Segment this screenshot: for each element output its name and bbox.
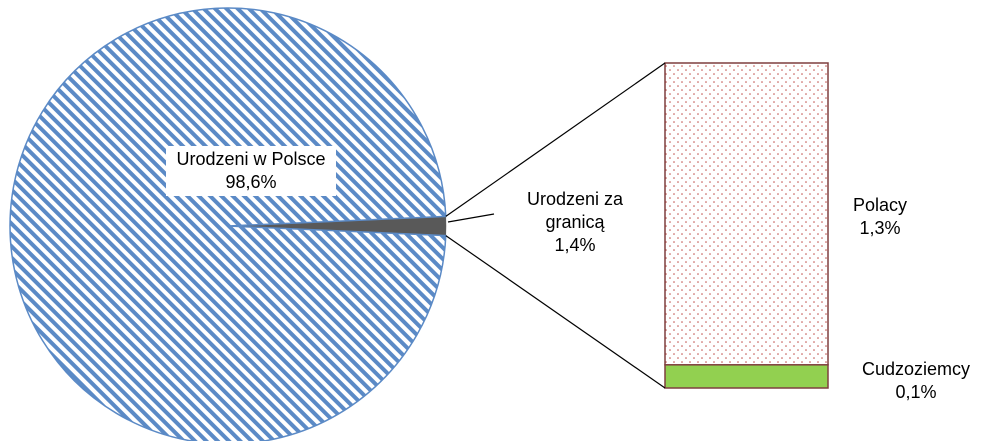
- bar-segment: [664, 62, 829, 366]
- value-label: 1,3%: [859, 218, 901, 238]
- bar-label: Cudzoziemcy 0,1%: [838, 358, 994, 404]
- slice-label: Urodzeni w Polsce 98,6%: [166, 146, 336, 196]
- value-label: 1,4%: [554, 235, 596, 255]
- bar-segment: [664, 364, 829, 389]
- slice-label: Urodzeni za granicą 1,4%: [505, 188, 645, 257]
- category-label: Polacy: [852, 195, 908, 215]
- value-label: 98,6%: [225, 172, 277, 192]
- value-label: 0,1%: [895, 382, 937, 402]
- category-label: Urodzeni za granicą: [526, 189, 624, 232]
- connector: [445, 235, 666, 389]
- pie-slice: [9, 7, 447, 441]
- category-label: Urodzeni w Polsce: [176, 149, 326, 169]
- connector: [445, 62, 666, 217]
- category-label: Cudzoziemcy: [861, 359, 971, 379]
- bar-label: Polacy 1,3%: [830, 194, 930, 240]
- leader-line: [447, 213, 495, 223]
